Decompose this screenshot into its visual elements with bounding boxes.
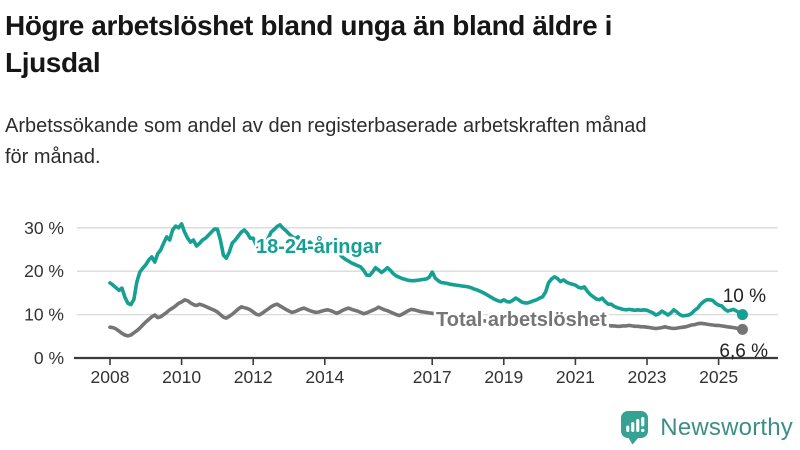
y-tick-label: 0 % — [34, 348, 64, 368]
newsworthy-logo: Newsworthy — [620, 410, 793, 445]
series-line-total — [108, 297, 745, 338]
x-tick-label: 2023 — [628, 367, 667, 387]
y-tick-label: 30 % — [24, 218, 64, 238]
y-tick-label: 10 % — [24, 305, 64, 325]
x-tick-label: 2012 — [234, 367, 273, 387]
x-tick-label: 2010 — [162, 367, 201, 387]
y-tick-label: 20 % — [24, 261, 64, 281]
x-tick-label: 2017 — [413, 367, 452, 387]
x-tick-label: 2019 — [484, 367, 523, 387]
newsworthy-wordmark: Newsworthy — [660, 413, 793, 441]
page-title: Högre arbetslöshet bland unga än bland ä… — [5, 10, 613, 78]
series-endpoint-dot — [736, 309, 748, 321]
end-value-label-18-24: 10 % — [723, 286, 766, 307]
series-label-18-24: 18-24-åringar — [256, 235, 382, 258]
series-line-18-24 — [108, 222, 745, 318]
x-tick-label: 2021 — [556, 367, 595, 387]
x-tick-label: 2008 — [91, 367, 130, 387]
page-subtitle: Arbetssökande som andel av den registerb… — [5, 115, 647, 168]
x-tick-label: 2025 — [699, 367, 738, 387]
end-value-label-total: 6,6 % — [719, 341, 768, 362]
x-tick-label: 2014 — [305, 367, 344, 387]
newsworthy-logo-icon — [621, 411, 649, 445]
series-endpoint-dot — [736, 323, 748, 335]
series-label-total: Total arbetslöshet — [436, 309, 607, 331]
